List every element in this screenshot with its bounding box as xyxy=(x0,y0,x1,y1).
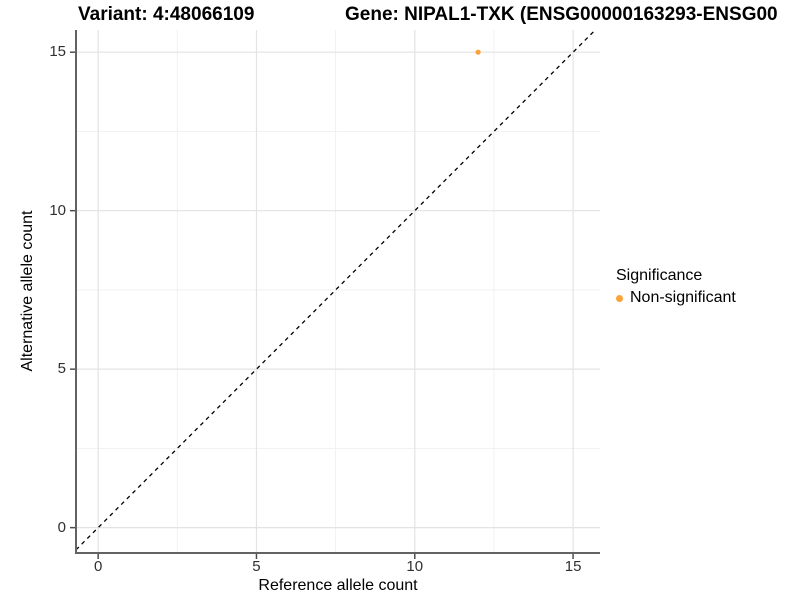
y-axis-title: Alternative allele count xyxy=(19,210,36,372)
data-point xyxy=(475,49,481,55)
x-tick-label: 0 xyxy=(93,558,103,575)
legend-item: Non-significant xyxy=(616,289,736,307)
x-tick-label: 5 xyxy=(252,558,261,575)
y-tick-label: 0 xyxy=(57,518,66,536)
legend-items: Non-significant xyxy=(616,289,736,307)
variant-title: Variant: 4:48066109 xyxy=(78,4,255,25)
x-axis-title: Reference allele count xyxy=(258,577,418,594)
y-tick-label: 5 xyxy=(57,360,66,378)
x-tick-label: 15 xyxy=(564,558,582,575)
y-tick-label: 10 xyxy=(49,201,66,219)
legend-title: Significance xyxy=(616,267,703,284)
legend-item-label: Non-significant xyxy=(630,289,736,306)
identity-dashed-line xyxy=(75,29,596,551)
legend: Significance Non-significant xyxy=(616,267,736,307)
x-tick-label: 10 xyxy=(406,558,424,575)
legend-key-dot-icon xyxy=(616,294,623,302)
gene-title: Gene: NIPAL1-TXK (ENSG00000163293-ENSG00 xyxy=(345,4,778,25)
y-tick-label: 15 xyxy=(49,43,66,61)
